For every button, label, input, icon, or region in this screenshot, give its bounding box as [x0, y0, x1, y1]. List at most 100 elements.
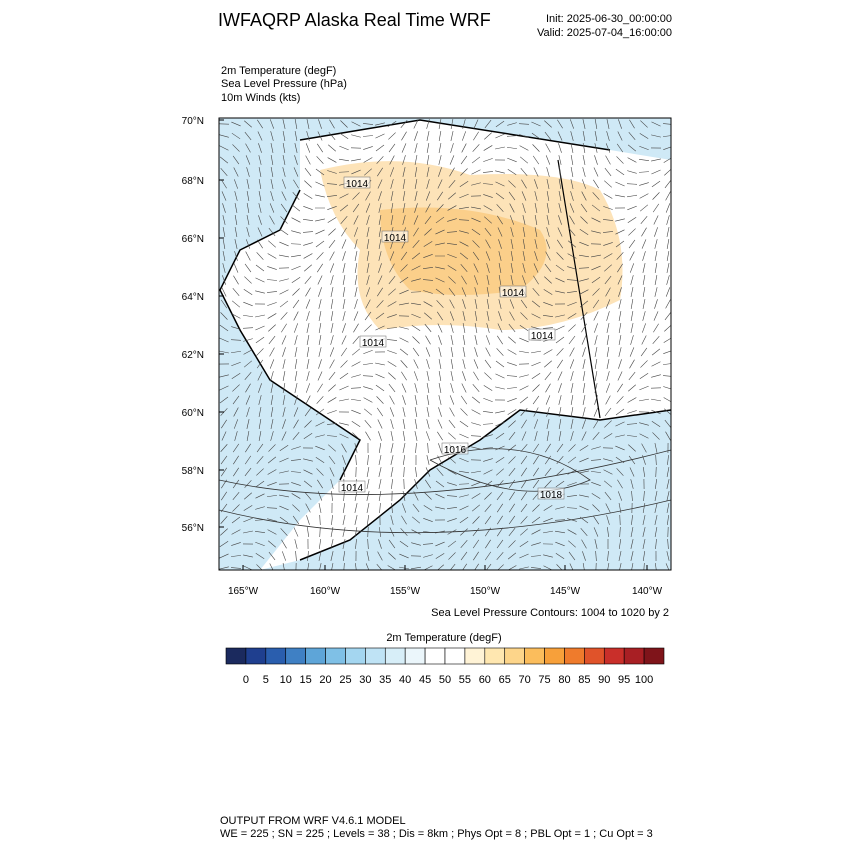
wind-barb [304, 491, 312, 501]
wind-barb [281, 323, 287, 333]
wind-barb [400, 251, 408, 261]
wind-barb [399, 566, 409, 570]
wind-barb [496, 527, 504, 537]
wind-barb [305, 155, 311, 165]
wind-barb [255, 314, 265, 318]
wind-barb [641, 335, 647, 345]
wind-barb [519, 396, 529, 404]
wind-barb [579, 289, 589, 295]
wind-barb [234, 191, 238, 201]
wind-barb [615, 181, 625, 187]
wind-barb [642, 287, 646, 297]
wind-barb [484, 372, 492, 380]
contour-label: 1014 [384, 233, 407, 244]
wind-barb [449, 299, 455, 309]
lat-label: 58°N [182, 466, 204, 477]
wind-barb [558, 155, 562, 165]
wind-barb [426, 455, 430, 465]
wind-barb [342, 527, 346, 537]
wind-barb [627, 157, 637, 163]
wind-barb [315, 408, 325, 416]
colorbar-box [345, 647, 366, 665]
wind-barb [316, 156, 324, 164]
wind-barb [591, 446, 601, 450]
wind-barb [618, 311, 622, 321]
wind-barb [556, 348, 564, 356]
wind-barb [448, 419, 456, 429]
wind-barb [545, 155, 551, 165]
colorbar-label: 60 [479, 674, 491, 686]
wind-barb [519, 566, 529, 570]
wind-barb [399, 553, 409, 559]
wind-barb [438, 395, 442, 405]
wind-barb [256, 252, 264, 260]
lat-label: 64°N [182, 292, 204, 303]
wind-barb [579, 494, 589, 498]
wind-barb [306, 323, 310, 333]
contour-label-box [537, 487, 565, 500]
wind-barb [354, 527, 358, 537]
wind-barb [497, 515, 503, 525]
wind-barb [367, 526, 369, 538]
wind-barb [592, 192, 600, 200]
wind-barb [543, 315, 553, 317]
wind-barb [570, 371, 574, 381]
colorbar-label: 25 [339, 674, 351, 686]
wind-barb [279, 228, 289, 236]
wind-barb [426, 371, 430, 381]
wind-barb [353, 323, 359, 333]
wind-barb [294, 335, 298, 345]
wind-barb [340, 120, 348, 128]
wind-barb [654, 527, 658, 537]
wind-barb [390, 179, 394, 189]
wind-barb [506, 135, 518, 137]
wind-barb [435, 266, 445, 270]
wind-barb [423, 301, 433, 307]
wind-barb [438, 347, 442, 357]
wind-barb [270, 419, 274, 429]
wind-barb [640, 120, 648, 128]
wind-barb [531, 132, 541, 140]
wind-barb [627, 397, 637, 403]
colorbar-box [305, 647, 326, 665]
wind-barb [317, 383, 323, 393]
wind-barb [606, 371, 610, 381]
wind-barb [626, 183, 638, 185]
wind-barb [558, 179, 562, 189]
wind-barb [414, 143, 418, 153]
wind-barb [294, 359, 298, 369]
wind-barb [619, 563, 622, 570]
wind-barb [546, 179, 550, 189]
wind-barb [355, 538, 357, 550]
wind-barb [354, 491, 358, 501]
wind-barb [522, 251, 526, 261]
wind-barb [270, 131, 274, 141]
wind-barb [495, 120, 505, 128]
wind-barb [280, 203, 288, 213]
wind-barb [365, 431, 371, 441]
wind-barb [315, 229, 325, 235]
wind-barb [603, 253, 613, 259]
wind-barb [291, 217, 301, 223]
wind-barb [327, 170, 337, 174]
wind-barb [607, 550, 609, 562]
wind-barb [532, 504, 540, 512]
wind-barb [459, 457, 469, 463]
wind-barb [294, 383, 298, 393]
wind-barb [603, 242, 613, 246]
wind-barb [591, 482, 601, 486]
wind-barb [630, 323, 634, 333]
wind-barb [391, 502, 393, 514]
wind-barb [339, 398, 349, 402]
wind-barb [520, 467, 528, 477]
wind-barb [558, 143, 562, 153]
wind-barb [269, 119, 275, 129]
wind-barb [666, 239, 670, 249]
wind-barb [437, 431, 443, 441]
wind-barb [254, 519, 266, 521]
wind-barb [222, 251, 226, 261]
wind-barb [495, 445, 505, 451]
colorbar-label: 65 [499, 674, 511, 686]
wind-barb [354, 251, 358, 261]
wind-barb [292, 431, 300, 441]
